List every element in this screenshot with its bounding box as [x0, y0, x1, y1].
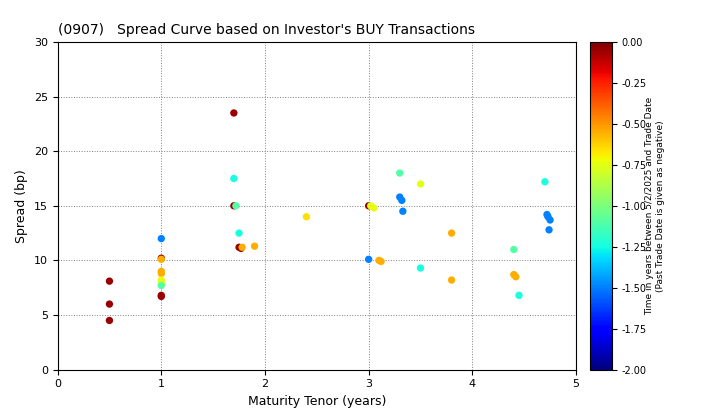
Point: [541, 211, 553, 218]
Point: [156, 235, 167, 242]
Point: [415, 265, 426, 271]
Point: [510, 273, 521, 280]
Point: [363, 202, 374, 209]
Point: [156, 256, 167, 262]
Point: [156, 277, 167, 284]
Point: [368, 205, 379, 211]
Point: [104, 301, 115, 307]
Point: [249, 243, 261, 249]
Point: [156, 281, 167, 288]
Point: [156, 270, 167, 277]
Point: [235, 245, 247, 252]
Point: [228, 202, 240, 209]
Point: [539, 178, 551, 185]
Point: [513, 292, 525, 299]
Point: [375, 258, 387, 265]
Point: [233, 230, 245, 236]
Point: [104, 278, 115, 284]
Point: [397, 208, 409, 215]
Point: [301, 213, 312, 220]
Point: [365, 202, 377, 209]
Point: [156, 292, 167, 299]
Point: [446, 277, 457, 284]
Point: [373, 257, 384, 264]
Point: [156, 279, 167, 286]
Point: [508, 246, 520, 253]
Point: [544, 226, 555, 233]
Point: [230, 202, 242, 209]
Point: [415, 181, 426, 187]
Text: (0907)   Spread Curve based on Investor's BUY Transactions: (0907) Spread Curve based on Investor's …: [58, 23, 474, 37]
Point: [508, 271, 520, 278]
Point: [394, 170, 405, 176]
Point: [396, 197, 408, 204]
Point: [228, 175, 240, 182]
Point: [233, 244, 245, 251]
X-axis label: Maturity Tenor (years): Maturity Tenor (years): [248, 395, 386, 408]
Point: [156, 293, 167, 300]
Point: [156, 268, 167, 275]
Point: [542, 213, 554, 220]
Text: Time in years between 5/2/2025 and Trade Date
(Past Trade Date is given as negat: Time in years between 5/2/2025 and Trade…: [646, 97, 665, 315]
Point: [104, 317, 115, 324]
Point: [236, 244, 248, 251]
Point: [156, 255, 167, 262]
Y-axis label: Spread (bp): Spread (bp): [15, 169, 28, 243]
Point: [394, 194, 405, 200]
Point: [446, 230, 457, 236]
Point: [156, 282, 167, 289]
Point: [363, 256, 374, 262]
Point: [228, 110, 240, 116]
Point: [544, 217, 556, 223]
